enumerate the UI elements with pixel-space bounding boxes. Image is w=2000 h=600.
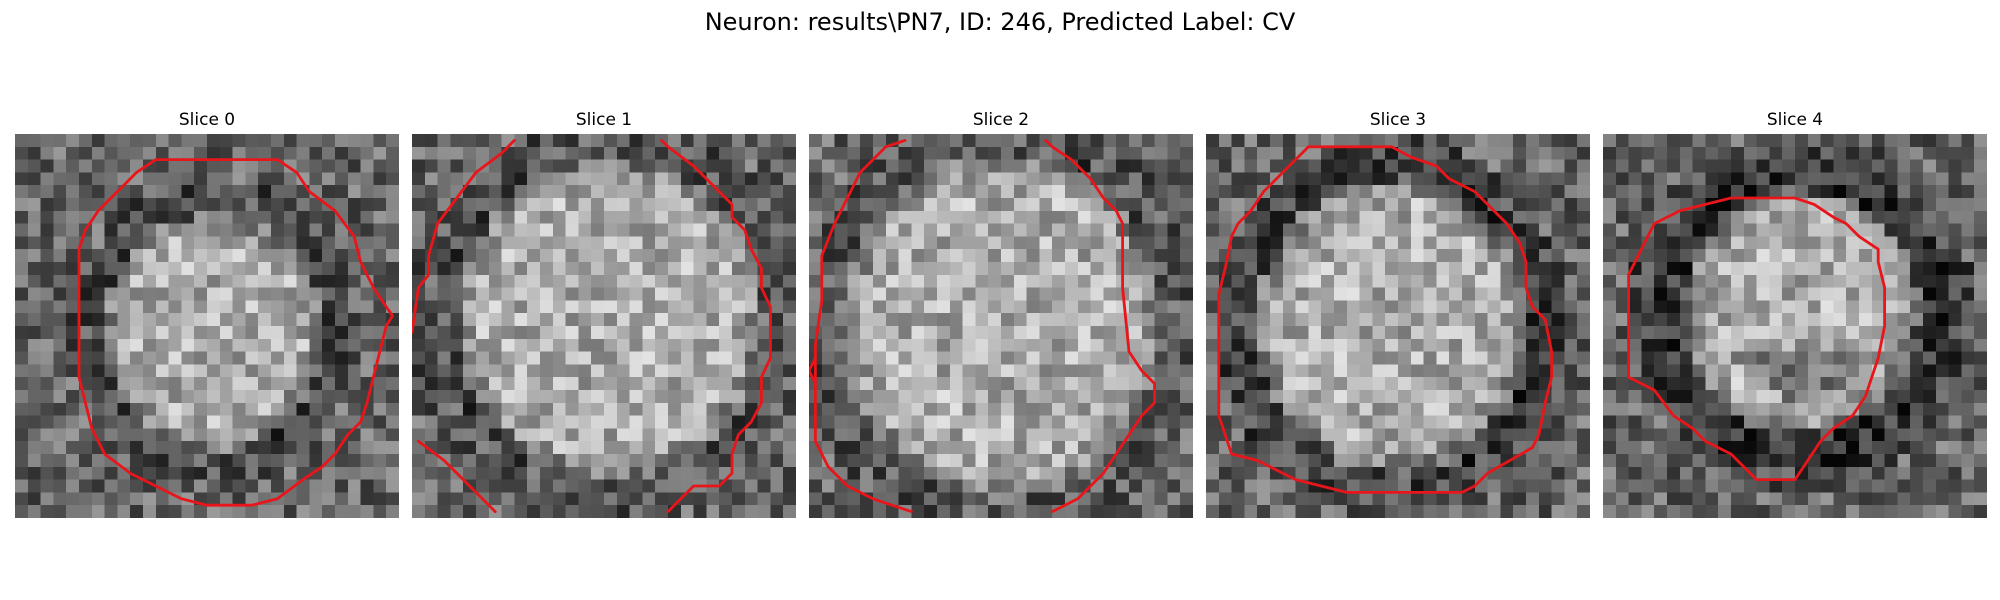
pixel-grid bbox=[1206, 134, 1590, 518]
pixel-grid bbox=[809, 134, 1193, 518]
segmentation-contour bbox=[416, 439, 497, 514]
segmentation-contour bbox=[809, 356, 817, 386]
figure-title: Neuron: results\PN7, ID: 246, Predicted … bbox=[704, 8, 1296, 36]
slice-title: Slice 2 bbox=[972, 110, 1030, 130]
slice-title: Slice 3 bbox=[1369, 110, 1427, 130]
slice-image bbox=[15, 134, 399, 518]
pixel-grid bbox=[15, 134, 399, 518]
slice-title: Slice 1 bbox=[575, 110, 633, 130]
segmentation-contour bbox=[1217, 145, 1554, 494]
slice-image bbox=[1603, 134, 1987, 518]
slice-panel-4: Slice 4 bbox=[1603, 108, 1987, 518]
slice-image bbox=[412, 134, 796, 518]
segmentation-contour bbox=[1627, 196, 1887, 482]
slice-image bbox=[1206, 134, 1590, 518]
pixel-grid bbox=[1603, 134, 1987, 518]
segmentation-contour bbox=[660, 138, 772, 514]
slice-panel-2: Slice 2 bbox=[809, 108, 1193, 518]
segmentation-contour bbox=[412, 138, 516, 334]
segmentation-contour bbox=[813, 138, 913, 514]
segmentation-contour bbox=[77, 158, 395, 507]
segmentation-contour bbox=[1044, 138, 1157, 514]
slice-image bbox=[809, 134, 1193, 518]
slice-panel-0: Slice 0 bbox=[15, 108, 399, 518]
slice-title: Slice 0 bbox=[178, 110, 236, 130]
slice-panel-1: Slice 1 bbox=[412, 108, 796, 518]
pixel-grid bbox=[412, 134, 796, 518]
slice-title: Slice 4 bbox=[1766, 110, 1824, 130]
slice-panel-3: Slice 3 bbox=[1206, 108, 1590, 518]
